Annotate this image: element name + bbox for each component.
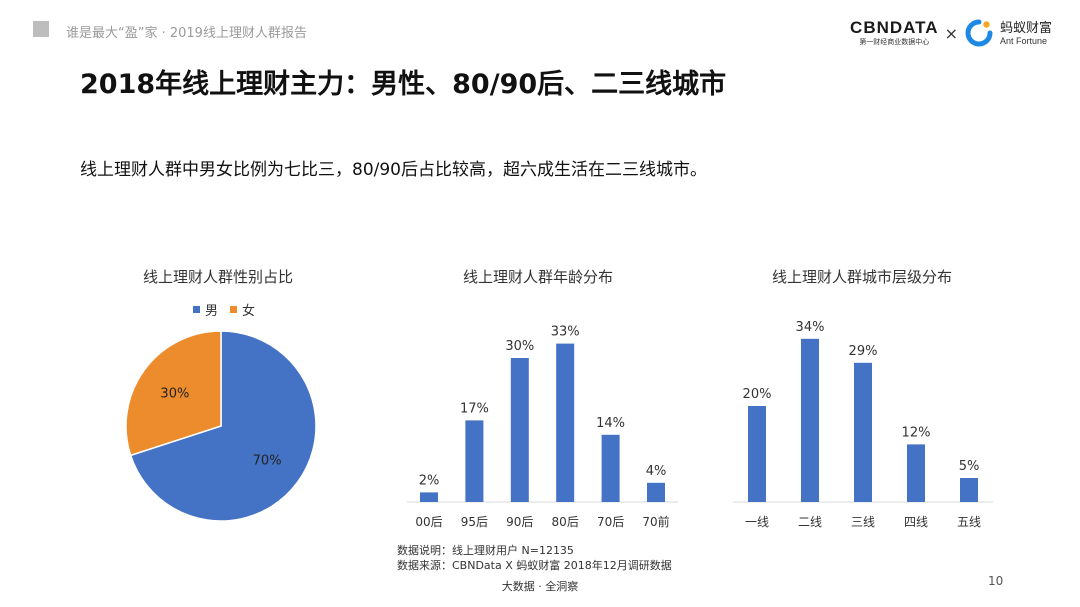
bar-二线 [801,338,819,502]
bar-value-label: 29% [849,344,878,359]
bar-五线 [960,478,978,502]
bar-value-label: 4% [646,464,667,479]
bar-80后 [556,343,575,502]
bar-value-label: 2% [419,473,440,488]
bar-90后 [510,358,529,502]
header-square-icon [33,21,49,37]
bar-category-label: 70后 [597,515,624,529]
summary-text: 线上理财人群中男女比例为七比三，80/90后占比较高，超六成生活在二三线城市。 [80,160,707,180]
data-source: 数据来源：CBNData X 蚂蚁财富 2018年12月调研数据 [397,559,672,572]
pie-slice-female [125,330,222,457]
age-bar-chart: 2% 00后 17% 95后 30% 90后 33% 80后 14% 70后 4% 70前 [407,325,678,529]
legend-swatch-female [230,306,238,313]
bar-category-label: 三线 [851,515,875,529]
report-title: 谁是最大“盈”家 · 2019线上理财人群报告 [66,26,307,41]
age-chart-title: 线上理财人群年龄分布 [462,268,614,286]
ant-fortune-logo-icon [965,19,993,47]
data-note: 数据说明：线上理财用户 N=12135 [397,544,574,557]
gender-pie-chart: 70% 30% [125,330,317,522]
bar-value-label: 12% [902,425,931,440]
bar-value-label: 14% [596,416,625,431]
bar-一线 [748,406,766,502]
ant-fortune-logo-text: 蚂蚁财富 Ant Fortune [1000,21,1052,46]
bar-category-label: 五线 [957,515,981,529]
legend-swatch-male [193,306,200,313]
brand-logos: CBNDATA 第一财经商业数据中心 × 蚂蚁财富 Ant Fortune [850,16,1052,50]
cbndata-logo: CBNDATA 第一财经商业数据中心 [850,19,939,47]
bar-value-label: 20% [743,387,772,402]
bar-category-label: 80后 [552,515,579,529]
pie-label-male: 70% [253,454,282,469]
cbndata-logo-sub: 第一财经商业数据中心 [859,38,930,46]
gender-legend: 男 女 [193,300,255,319]
logo-times-sign: × [944,23,958,43]
bar-category-label: 90后 [506,515,533,529]
ant-fortune-sub: Ant Fortune [999,35,1048,46]
bar-value-label: 34% [796,320,825,335]
bar-70前 [647,482,665,502]
legend-label-male: 男 [205,304,219,319]
bar-category-label: 二线 [798,515,822,529]
bar-70后 [601,434,620,502]
bar-value-label: 33% [551,325,580,340]
legend-label-female: 女 [242,304,256,319]
bar-category-label: 一线 [745,515,769,529]
bar-value-label: 17% [460,401,489,416]
bar-category-label: 00后 [415,515,442,529]
legend-item-female: 女 [230,300,255,319]
bar-value-label: 30% [505,339,534,354]
footer-tagline: 大数据 · 全洞察 [501,580,579,593]
pie-slice-male [129,330,317,522]
bar-四线 [907,444,925,502]
bar-00后 [420,492,438,502]
bar-category-label: 95后 [461,515,488,529]
gender-chart-title: 线上理财人群性别占比 [142,268,294,286]
legend-item-male: 男 [193,300,218,319]
pie-label-female: 30% [160,386,189,401]
city-chart-title: 线上理财人群城市层级分布 [771,268,953,286]
bar-value-label: 5% [959,459,980,474]
ant-fortune-name: 蚂蚁财富 [999,20,1052,36]
page-title: 2018年线上理财主力：男性、80/90后、二三线城市 [80,69,727,100]
bar-category-label: 四线 [904,515,928,529]
cbndata-logo-name: CBNDATA [850,18,939,37]
city-tier-bar-chart: 20% 一线 34% 二线 29% 三线 12% 四线 5% 五线 [733,320,993,529]
bar-95后 [465,420,484,502]
bar-三线 [854,362,872,502]
bar-category-label: 70前 [642,514,669,529]
page-number: 10 [988,574,1004,588]
